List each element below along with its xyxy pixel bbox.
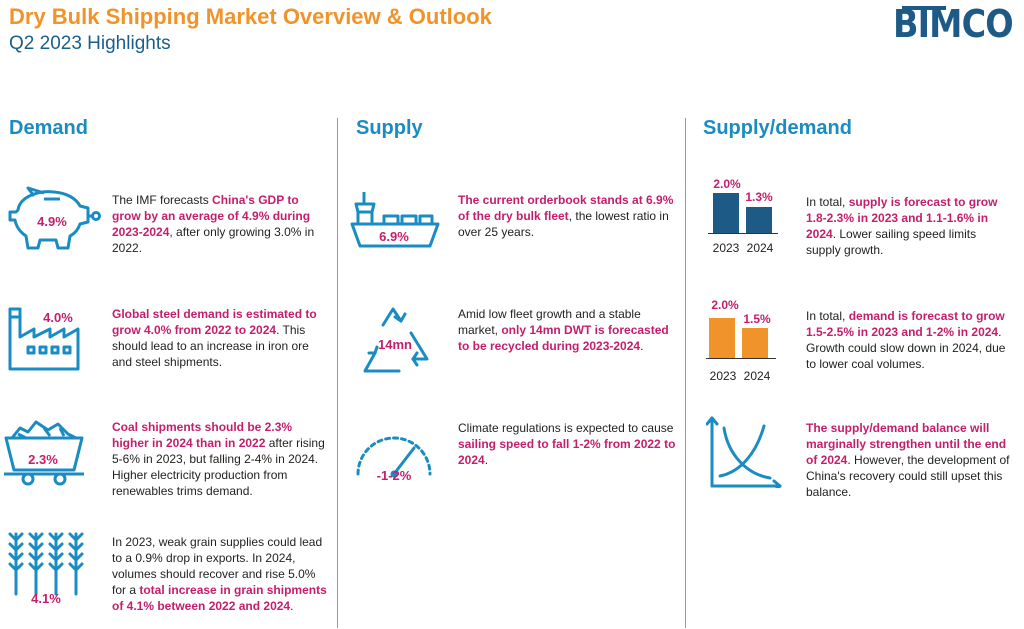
supply-heading: Supply bbox=[356, 117, 423, 139]
grain-shipments-value: 4.1% bbox=[31, 591, 61, 606]
wheat-icon bbox=[6, 530, 86, 596]
demand-year-2024: 2024 bbox=[743, 369, 771, 383]
demand-bar-2024 bbox=[742, 328, 768, 358]
balance-text: The supply/demand balance will marginall… bbox=[806, 420, 1011, 500]
demand-bar-label-2023: 2.0% bbox=[711, 298, 739, 312]
supply-demand-heading: Supply/demand bbox=[703, 117, 852, 139]
text-part: . bbox=[290, 599, 294, 613]
text-part: after rising 5-6% in 2023, but falling 2… bbox=[112, 436, 325, 498]
text-part: . Growth could slow down in 2024, due to… bbox=[806, 325, 1006, 371]
speedometer-icon bbox=[352, 428, 436, 478]
supply-year-2024: 2024 bbox=[746, 241, 774, 255]
demand-chart-baseline bbox=[706, 358, 776, 359]
highlight-text: demand is forecast to grow 1.5-2.5% in 2… bbox=[806, 309, 1005, 339]
supply-forecast-text: In total, supply is forecast to grow 1.8… bbox=[806, 194, 1011, 258]
text-part: , the lowest ratio in over 25 years. bbox=[458, 209, 669, 239]
logo-bar bbox=[902, 6, 946, 10]
text-part: . This should lead to an increase in iro… bbox=[112, 323, 309, 369]
text-part: In 2023, weak grain supplies could lead … bbox=[112, 535, 323, 597]
highlight-text: China's GDP to grow by an average of 4.9… bbox=[112, 193, 311, 239]
recycling-value: 14mn bbox=[378, 337, 412, 352]
highlight-text: total increase in grain shipments of 4.1… bbox=[112, 583, 327, 613]
highlight-text: supply is forecast to grow 1.8-2.3% in 2… bbox=[806, 195, 998, 241]
text-part: Amid low fleet growth and a stable marke… bbox=[458, 307, 641, 337]
supply-year-2023: 2023 bbox=[712, 241, 740, 255]
sailing-speed-value: -1-2% bbox=[376, 468, 412, 483]
demand-heading: Demand bbox=[9, 117, 88, 139]
column-divider bbox=[685, 118, 686, 628]
highlight-text: sailing speed to fall 1-2% from 2022 to … bbox=[458, 437, 676, 467]
factory-icon bbox=[6, 303, 82, 371]
coal-shipments-value: 2.3% bbox=[28, 452, 58, 467]
demand-forecast-text: In total, demand is forecast to grow 1.5… bbox=[806, 308, 1011, 372]
demand-coal-text: Coal shipments should be 2.3% higher in … bbox=[112, 419, 327, 499]
text-part: Climate regulations is expected to cause bbox=[458, 421, 674, 435]
supply-bar-2023 bbox=[713, 193, 739, 233]
ship-icon bbox=[350, 190, 440, 250]
supply-bar-label-2023: 2.0% bbox=[713, 177, 741, 191]
steel-demand-value: 4.0% bbox=[43, 310, 73, 325]
text-part: . However, the development of China's re… bbox=[806, 453, 1010, 499]
highlight-text: The current orderbook stands at 6.9% of … bbox=[458, 193, 674, 223]
supply-orderbook-text: The current orderbook stands at 6.9% of … bbox=[458, 192, 678, 240]
supply-bar-label-2024: 1.3% bbox=[745, 190, 773, 204]
orderbook-value: 6.9% bbox=[379, 229, 409, 244]
supply-bar-2024 bbox=[746, 207, 772, 233]
supply-speed-text: Climate regulations is expected to cause… bbox=[458, 420, 678, 468]
demand-china-gdp-text: The IMF forecasts China's GDP to grow by… bbox=[112, 192, 327, 256]
highlight-text: only 14mn DWT is forecasted to be recycl… bbox=[458, 323, 669, 353]
highlight-text: The supply/demand balance will marginall… bbox=[806, 421, 1007, 467]
column-divider bbox=[337, 118, 338, 628]
supply-demand-curve-icon bbox=[706, 414, 782, 488]
bimco-logo: BIMCO bbox=[893, 2, 1014, 46]
text-part: In total, bbox=[806, 309, 849, 323]
text-part: . bbox=[640, 339, 644, 353]
recycle-icon bbox=[355, 303, 435, 377]
text-part: In total, bbox=[806, 195, 849, 209]
highlight-text: Coal shipments should be 2.3% higher in … bbox=[112, 420, 293, 450]
page-title: Dry Bulk Shipping Market Overview & Outl… bbox=[9, 4, 492, 29]
supply-recycling-text: Amid low fleet growth and a stable marke… bbox=[458, 306, 678, 354]
text-part: , after only growing 3.0% in 2022. bbox=[112, 225, 315, 255]
page-subtitle: Q2 2023 Highlights bbox=[9, 33, 171, 54]
text-part: . bbox=[484, 453, 489, 467]
demand-year-2023: 2023 bbox=[709, 369, 737, 383]
coal-cart-icon bbox=[4, 418, 84, 486]
demand-grain-text: In 2023, weak grain supplies could lead … bbox=[112, 534, 327, 614]
text-part: The IMF forecasts bbox=[112, 193, 213, 207]
piggy-bank-icon bbox=[6, 186, 102, 252]
demand-steel-text: Global steel demand is estimated to grow… bbox=[112, 306, 327, 370]
demand-bar-label-2024: 1.5% bbox=[743, 312, 771, 326]
highlight-text: Global steel demand is estimated to grow… bbox=[112, 307, 317, 337]
supply-chart-baseline bbox=[708, 233, 778, 234]
text-part: . Lower sailing speed limits supply grow… bbox=[806, 227, 977, 257]
demand-bar-2023 bbox=[709, 318, 735, 358]
gdp-growth-value: 4.9% bbox=[37, 214, 67, 229]
